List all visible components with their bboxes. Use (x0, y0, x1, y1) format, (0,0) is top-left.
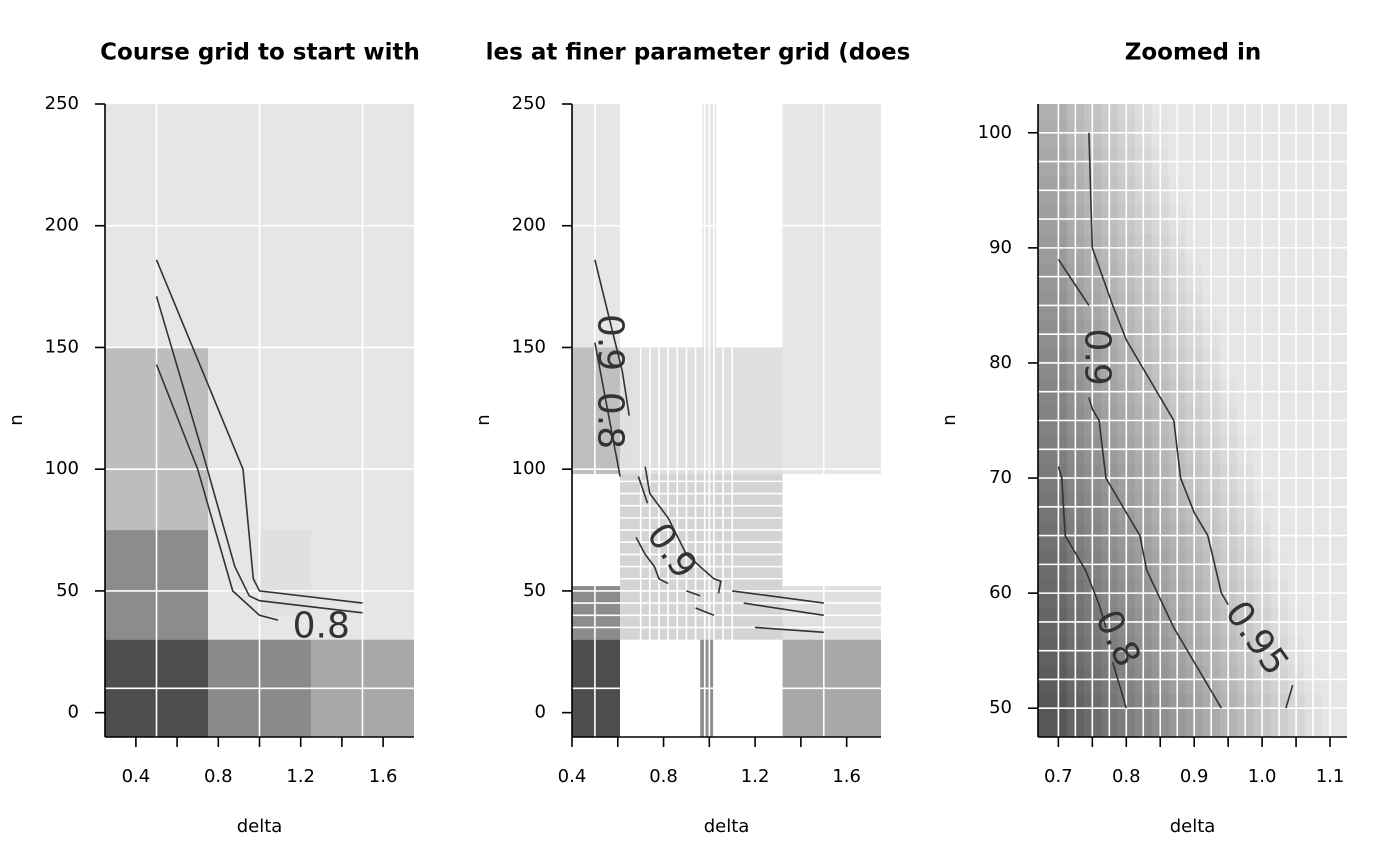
heatmap-cell (1338, 104, 1347, 119)
contour-line (743, 602, 824, 617)
heatmap-cell (782, 104, 881, 475)
y-tick-label: 100 (978, 122, 1012, 143)
x-tick-label: 1.2 (286, 766, 315, 787)
panel-title: Course grid to start with (100, 40, 420, 66)
contour-line (1088, 397, 1223, 709)
y-tick-label: 50 (989, 697, 1012, 718)
y-tick-label: 100 (45, 458, 79, 479)
contour-line (155, 259, 363, 604)
contour-label: 0.9 (1077, 329, 1118, 386)
y-axis-label: n (939, 414, 960, 425)
heatmap-cell (259, 530, 311, 616)
y-tick-label: 100 (512, 458, 546, 479)
heatmap-cell (208, 347, 414, 531)
contour-line (695, 607, 715, 617)
contour-line (635, 537, 669, 585)
contour-line (1057, 258, 1090, 306)
contour-label: 0.8 (590, 392, 631, 449)
heatmap-cell (1038, 104, 1068, 119)
plot-area: 0.90.80.9 (572, 104, 881, 737)
contour-line (1057, 466, 1107, 628)
heatmap-cell (1338, 693, 1347, 737)
contour-line (1285, 684, 1294, 709)
y-tick-label: 60 (989, 582, 1012, 603)
heatmap-cell (620, 347, 783, 475)
x-tick-label: 1.2 (741, 766, 770, 787)
plot-area: 0.90.8 0.95 (1038, 104, 1347, 737)
panel-title: Zoomed in (1125, 40, 1262, 66)
contour-line (594, 259, 630, 416)
y-tick-label: 250 (512, 93, 546, 114)
y-tick-label: 200 (512, 215, 546, 236)
y-tick-label: 150 (512, 336, 546, 357)
contour-line (155, 296, 363, 614)
x-tick-label: 0.7 (1044, 766, 1073, 787)
y-tick-label: 250 (45, 93, 79, 114)
x-tick-label: 0.8 (1112, 766, 1141, 787)
panel-1: 0.8 0 50 100 150 200 250 0.4 0.8 1.2 1.6 Course gri… (6, 40, 420, 838)
x-tick-label: 1.6 (832, 766, 861, 787)
y-tick-label: 0 (535, 702, 546, 723)
contour-line (637, 476, 649, 504)
x-tick-label: 0.4 (558, 766, 587, 787)
heatmap-cell (572, 347, 621, 475)
contour-line (755, 626, 824, 634)
x-axis-label: delta (237, 816, 283, 837)
y-tick-label: 80 (989, 352, 1012, 373)
x-tick-label: 0.8 (204, 766, 233, 787)
x-axis-label: delta (1170, 816, 1216, 837)
y-tick-label: 50 (523, 580, 546, 601)
y-tick-label: 0 (68, 702, 79, 723)
contour-line (155, 364, 279, 621)
panel-2: 0.90.80.9 0 50 100 150 200 250 0.4 0.8 1.2 1.6 les … (473, 40, 910, 838)
y-tick-label: 90 (989, 237, 1012, 258)
panel-title: les at finer parameter grid (does (486, 40, 911, 66)
contour-line (644, 466, 722, 594)
x-tick-label: 0.8 (649, 766, 678, 787)
y-tick-label: 70 (989, 467, 1012, 488)
contour-line (594, 342, 621, 477)
panel-3: 0.90.8 0.95 50 60 70 80 90 100 0.7 0.8 0.9 1.0 1.1 Zo… (939, 40, 1347, 837)
y-tick-label: 200 (45, 215, 79, 236)
y-axis-label: n (6, 414, 27, 425)
x-tick-label: 1.1 (1316, 766, 1345, 787)
contour-label: 0.9 (590, 314, 631, 371)
x-tick-label: 1.0 (1248, 766, 1277, 787)
y-tick-label: 50 (56, 580, 79, 601)
y-axis-label: n (473, 414, 494, 425)
contour-label: 0.8 (293, 605, 350, 646)
x-tick-label: 1.6 (369, 766, 398, 787)
heatmap-cell (1038, 693, 1068, 737)
x-tick-label: 0.9 (1180, 766, 1209, 787)
contour-line (732, 590, 824, 604)
heatmap-cell (782, 586, 881, 640)
contour-line (1088, 132, 1229, 606)
contour-line (1111, 661, 1128, 709)
y-tick-label: 150 (45, 336, 79, 357)
contour-line (686, 590, 701, 597)
plot-area: 0.8 (105, 104, 414, 737)
heatmap-cell (572, 586, 621, 640)
x-axis-label: delta (704, 816, 750, 837)
x-tick-label: 0.4 (122, 766, 151, 787)
